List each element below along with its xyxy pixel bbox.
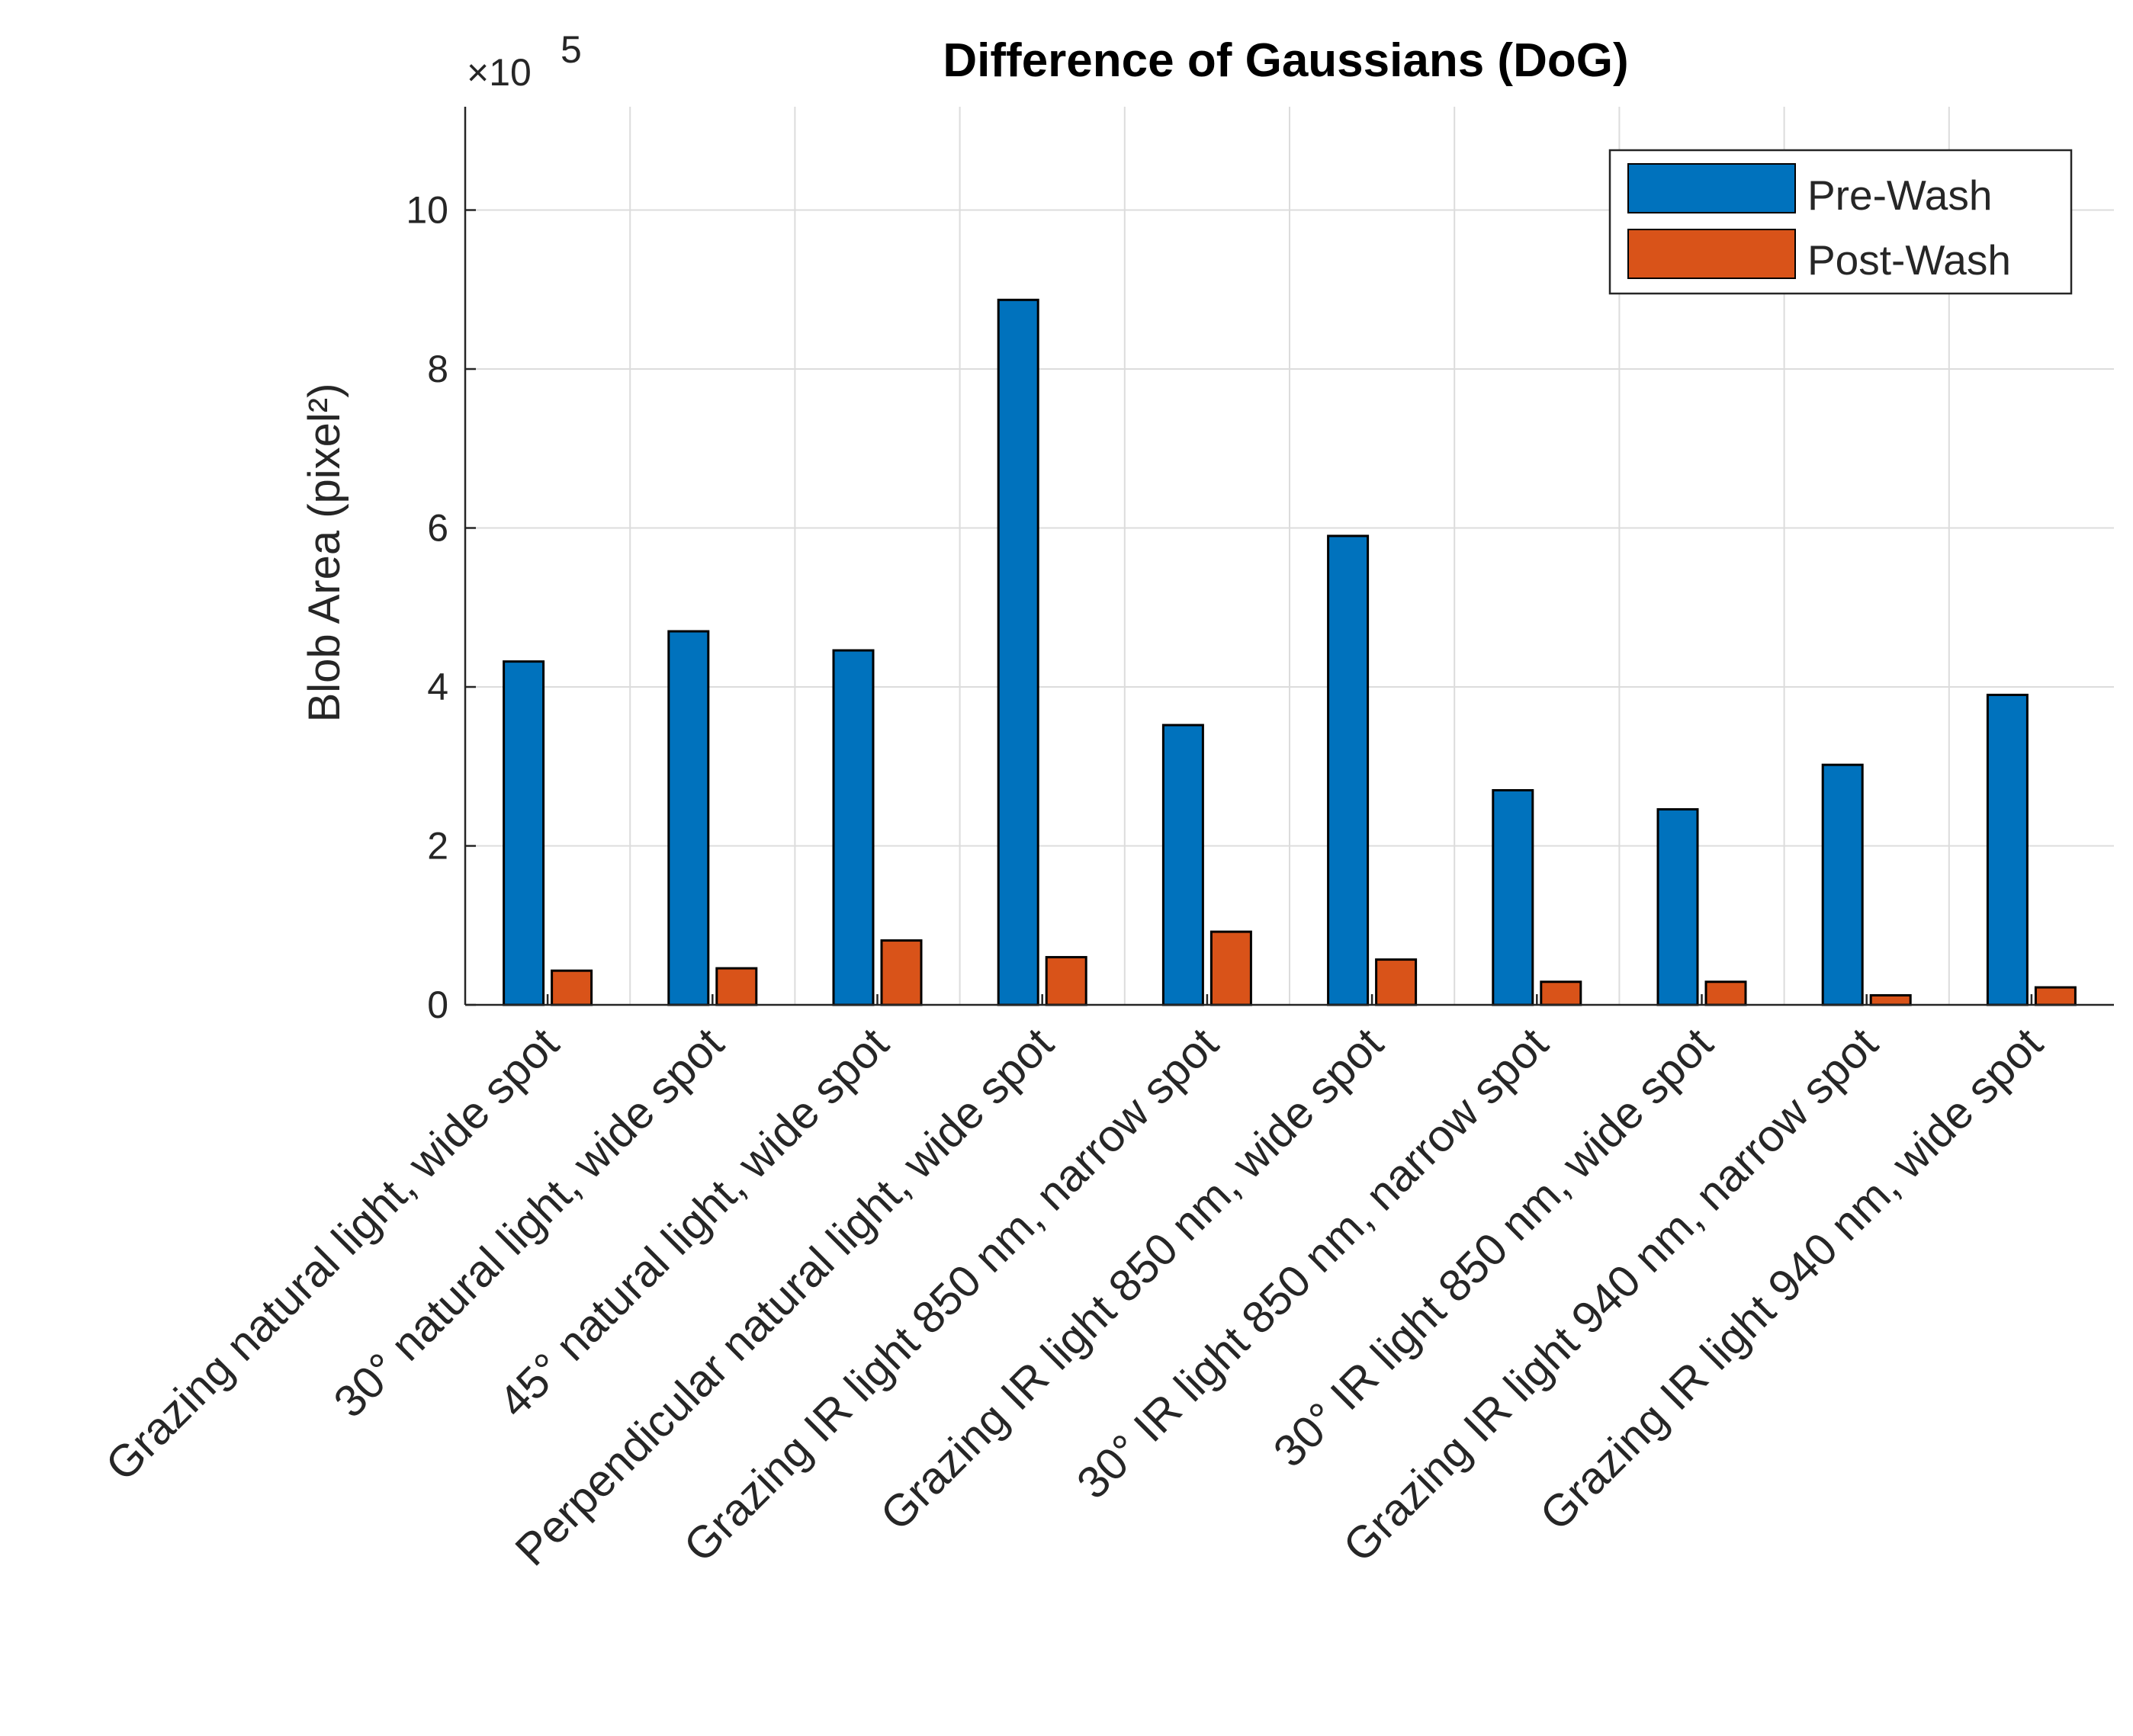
bar-pre-wash (503, 660, 545, 1006)
bar-post-wash (551, 969, 593, 1006)
bar-pre-wash (1986, 693, 2029, 1006)
bar-pre-wash (1327, 534, 1370, 1006)
legend-label-post-wash: Post-Wash (1807, 236, 2011, 284)
axis-labels: Difference of Gaussians (DoG) Blob Area … (300, 28, 1629, 722)
legend-swatch-post-wash (1627, 229, 1796, 279)
bar-pre-wash (1821, 763, 1864, 1006)
bar-post-wash (1540, 980, 1582, 1006)
legend: Pre-Wash Post-Wash (1608, 149, 2073, 295)
y-axis-exponent-base: ×10 (467, 51, 532, 94)
bar-post-wash (1869, 993, 1912, 1006)
y-tick-label: 0 (427, 984, 448, 1026)
y-tick-label: 2 (427, 825, 448, 868)
y-tick-label: 6 (427, 507, 448, 550)
bar-pre-wash (667, 630, 710, 1006)
chart-title: Difference of Gaussians (DoG) (943, 34, 1628, 87)
bar-pre-wash (1161, 724, 1204, 1006)
bar-pre-wash (997, 298, 1039, 1006)
y-axis-label: Blob Area (pixel²) (300, 383, 349, 723)
y-tick-label: 4 (427, 666, 448, 708)
legend-swatch-pre-wash (1627, 163, 1796, 213)
bars (503, 298, 2077, 1006)
bar-post-wash (880, 939, 923, 1006)
y-tick-label: 8 (427, 348, 448, 390)
bar-pre-wash (1656, 808, 1699, 1006)
y-axis-exponent-power: 5 (561, 28, 582, 71)
bar-pre-wash (1492, 789, 1534, 1006)
y-tick-label: 10 (406, 189, 448, 232)
bar-post-wash (1375, 958, 1418, 1006)
bar-post-wash (715, 967, 758, 1006)
bar-post-wash (1704, 980, 1747, 1006)
bar-post-wash (2034, 986, 2077, 1006)
bar-post-wash (1209, 930, 1252, 1006)
bar-pre-wash (832, 649, 875, 1006)
legend-label-pre-wash: Pre-Wash (1807, 172, 1992, 219)
bar-post-wash (1045, 955, 1087, 1006)
